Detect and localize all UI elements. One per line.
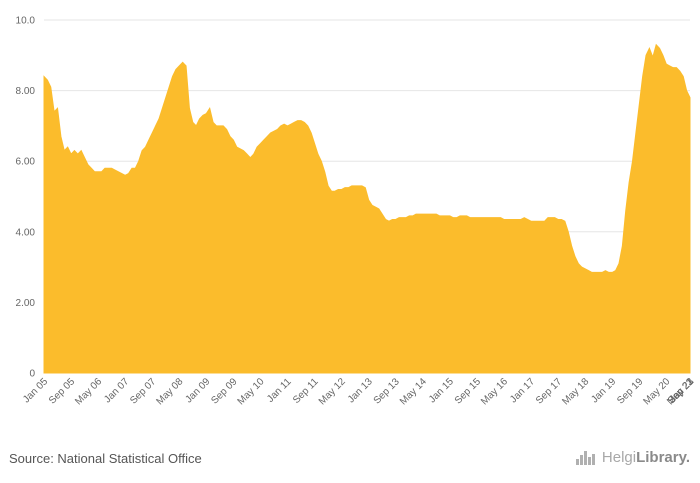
source-note: Source: National Statistical Office (9, 451, 202, 466)
brand-name-library: Library. (636, 449, 690, 466)
x-tick-label: May 06 (73, 376, 104, 407)
skyline-icon (575, 450, 598, 465)
x-tick-label: Sep 23 (666, 376, 696, 406)
x-tick-label: Jan 07 (102, 376, 131, 405)
x-tick: May 08 (154, 376, 185, 407)
y-axis-tick-labels: 0 2.00 4.00 6.00 8.00 10.0 (16, 16, 36, 380)
x-tick: Jan 11 (265, 376, 294, 405)
x-tick: May 14 (398, 376, 429, 407)
y-tick-label: 4.00 (16, 227, 36, 238)
x-tick: Jan 13 (346, 376, 375, 405)
x-tick-label: Jan 11 (265, 376, 294, 405)
x-tick: Jan 19 (589, 376, 618, 405)
x-tick: May 16 (479, 376, 510, 407)
x-tick: Jan 05 (21, 376, 50, 405)
x-tick: Sep 09 (209, 376, 239, 406)
x-tick-label: Jan 19 (589, 376, 618, 405)
area-series (43, 43, 691, 374)
x-tick: May 06 (73, 376, 104, 407)
x-tick-label: Sep 19 (615, 376, 645, 406)
x-tick: Sep 05 (47, 376, 77, 406)
y-tick-label: 2.00 (16, 298, 36, 309)
x-tick: Sep 23 (666, 376, 696, 406)
x-tick-label: Jan 05 (21, 376, 50, 405)
x-tick-label: Sep 07 (128, 376, 158, 406)
x-tick-label: May 14 (398, 376, 429, 407)
x-tick-label: May 08 (154, 376, 185, 407)
x-tick-label: Sep 15 (453, 376, 483, 406)
x-tick: May 12 (317, 376, 348, 407)
x-tick: Sep 15 (453, 376, 483, 406)
x-tick-label: May 12 (317, 376, 348, 407)
brand-name-helgi: Helgi (601, 449, 637, 466)
x-tick-label: Jan 17 (508, 376, 537, 405)
x-tick-label: Sep 09 (209, 376, 239, 406)
x-tick-label: Sep 13 (372, 376, 402, 406)
y-tick-label: 8.00 (16, 86, 36, 97)
y-tick-label: 0 (29, 369, 35, 380)
x-tick: May 10 (236, 376, 267, 407)
x-tick-label: Jan 15 (427, 376, 456, 405)
x-tick-label: Sep 17 (534, 376, 564, 406)
y-tick-label: 6.00 (16, 157, 36, 168)
x-tick: Sep 13 (372, 376, 402, 406)
x-tick-label: Sep 11 (291, 376, 321, 406)
x-tick: Jan 07 (102, 376, 131, 405)
x-tick: Sep 17 (534, 376, 564, 406)
y-tick-label: 10.0 (16, 16, 36, 27)
x-tick-label: Jan 13 (346, 376, 375, 405)
x-tick-label: May 16 (479, 376, 510, 407)
x-tick: Sep 11 (291, 376, 321, 406)
x-tick: Jan 15 (427, 376, 456, 405)
brand-logo[interactable]: HelgiLibrary. (575, 449, 690, 466)
x-tick: May 18 (560, 376, 591, 407)
x-tick: Jan 09 (183, 376, 212, 405)
x-tick: Jan 17 (508, 376, 537, 405)
x-tick-label: May 10 (236, 376, 267, 407)
x-tick: Sep 07 (128, 376, 158, 406)
x-tick: Sep 19 (615, 376, 645, 406)
x-tick-label: Sep 05 (47, 376, 77, 406)
x-tick-label: May 18 (560, 376, 591, 407)
x-tick-label: Jan 09 (183, 376, 212, 405)
